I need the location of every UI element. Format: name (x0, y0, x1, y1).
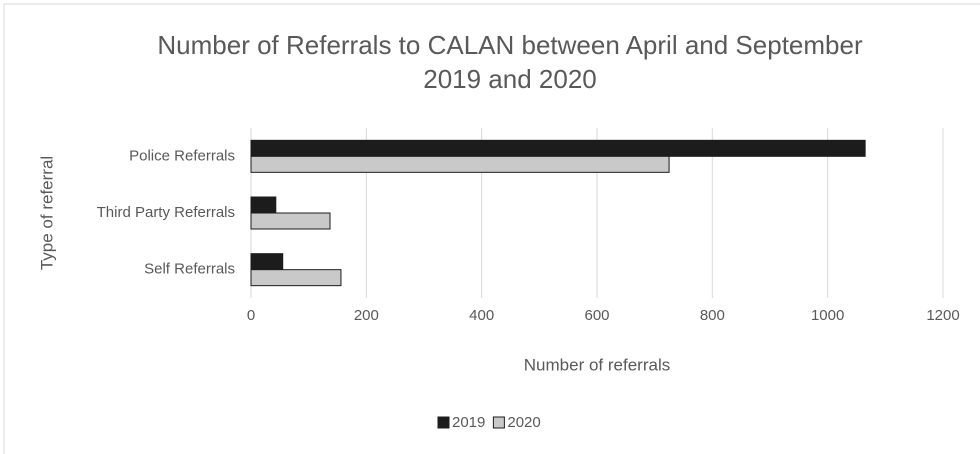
chart-border (3, 3, 980, 454)
bar (250, 155, 670, 173)
x-tick-label: 1000 (811, 307, 844, 324)
bar (250, 196, 277, 214)
y-tick-label: Third Party Referrals (97, 204, 235, 221)
x-tick-label: 600 (584, 307, 609, 324)
legend-swatch (437, 416, 450, 429)
bar (250, 269, 342, 287)
x-tick-label: 200 (354, 307, 379, 324)
x-axis-title: Number of referrals (524, 355, 670, 374)
y-axis-title: Type of referral (37, 156, 56, 270)
legend-label: 2019 (452, 414, 485, 431)
x-tick-label: 0 (247, 307, 255, 324)
legend-swatch (492, 416, 505, 429)
x-tick-label: 400 (469, 307, 494, 324)
x-tick-label: 1200 (926, 307, 959, 324)
bar (250, 139, 866, 157)
bar (250, 253, 284, 271)
legend-label: 2020 (507, 414, 540, 431)
x-tick-label: 800 (700, 307, 725, 324)
y-tick-label: Police Referrals (129, 147, 235, 164)
bar (250, 212, 331, 230)
y-tick-label: Self Referrals (144, 261, 235, 278)
chart-title: Number of Referrals to CALAN between Apr… (157, 30, 863, 94)
